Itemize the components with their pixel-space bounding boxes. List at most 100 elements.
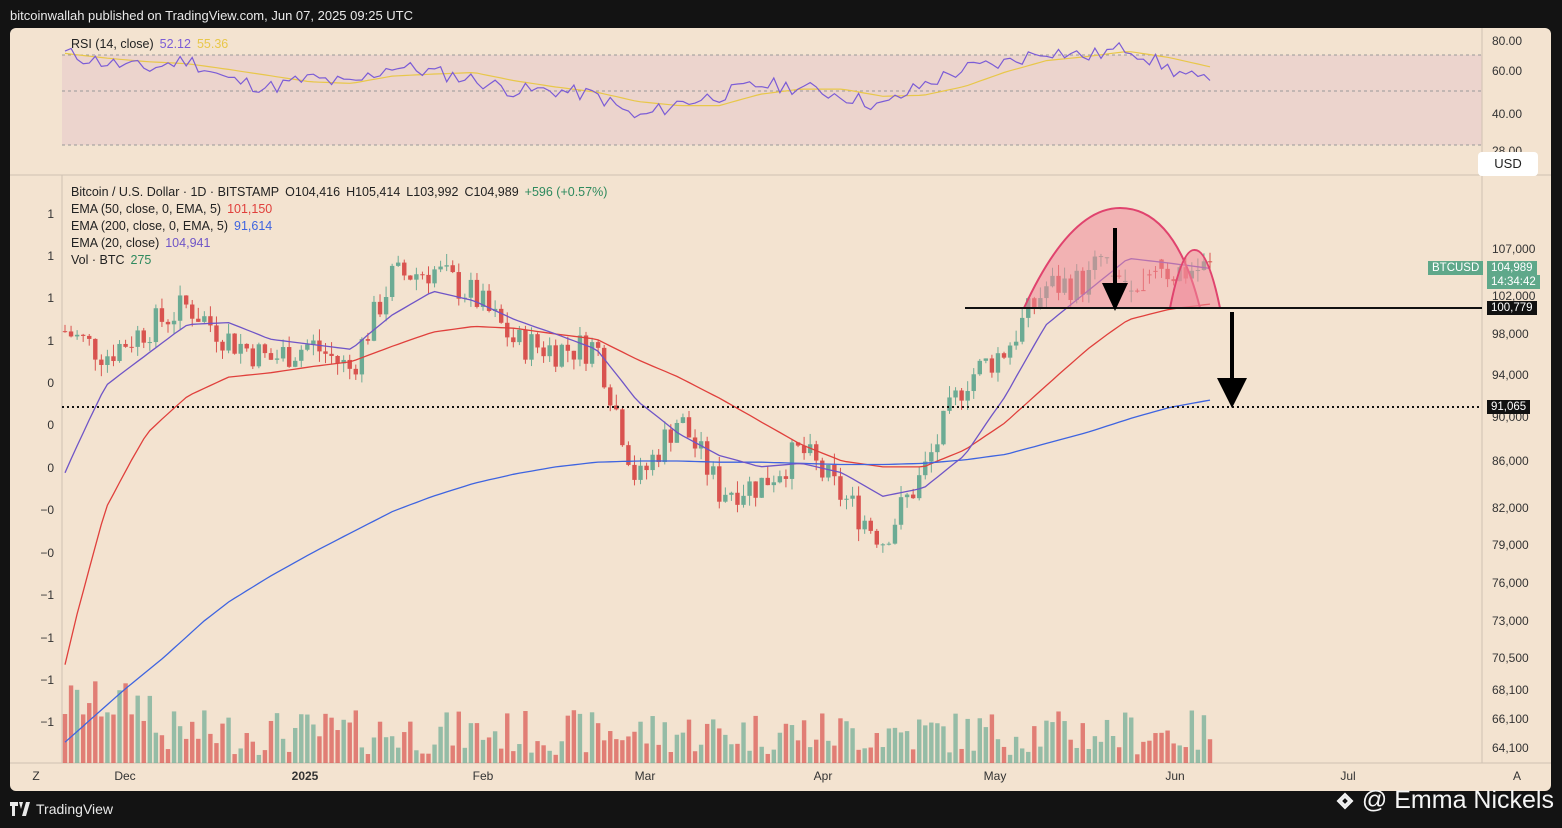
auto-scale-button[interactable]: A bbox=[1513, 769, 1521, 783]
candle-body bbox=[129, 346, 134, 348]
indicator-lines bbox=[64, 258, 1211, 743]
rsi-value: 52.12 bbox=[159, 37, 191, 51]
volume-bar bbox=[886, 728, 892, 763]
volume-bar bbox=[698, 744, 704, 763]
volume-bar bbox=[923, 725, 928, 763]
neckline-tag: 100,779 bbox=[1487, 301, 1537, 315]
volume-bar bbox=[244, 733, 249, 763]
vol-value: 275 bbox=[130, 253, 152, 267]
candle-body bbox=[759, 477, 764, 498]
candle-body bbox=[656, 454, 661, 463]
volume-bar bbox=[1147, 740, 1152, 763]
price-axis-label: 68,100 bbox=[1492, 683, 1529, 697]
ema20-value: 104,941 bbox=[165, 236, 211, 250]
volume-bar bbox=[1171, 743, 1176, 763]
legend-high: H105,414 bbox=[346, 185, 401, 199]
volume-bar bbox=[917, 719, 922, 763]
volume-bar bbox=[832, 745, 837, 763]
candle-body bbox=[190, 304, 195, 319]
legend-vol: Vol · BTC 275 bbox=[71, 252, 613, 269]
volume-bar bbox=[220, 723, 225, 763]
volume-bar bbox=[62, 714, 68, 763]
countdown-tag: 14:34:42 bbox=[1487, 275, 1540, 289]
volume-bar bbox=[608, 731, 613, 763]
candle-body bbox=[341, 359, 346, 364]
candle-body bbox=[426, 274, 431, 284]
volume-bar bbox=[1195, 749, 1201, 763]
volume-bar bbox=[214, 743, 219, 763]
candle-body bbox=[662, 429, 667, 463]
volume-bar bbox=[959, 748, 964, 763]
price-axis-label: 79,000 bbox=[1492, 538, 1529, 552]
ema200-label: EMA (200, close, 0, EMA, 5) bbox=[71, 219, 229, 233]
candle-body bbox=[396, 262, 401, 266]
volume-bar bbox=[480, 739, 486, 763]
candle-body bbox=[783, 476, 789, 479]
volume-bar bbox=[971, 750, 976, 763]
candle-body bbox=[117, 343, 122, 361]
rsi-ma-line bbox=[64, 51, 1211, 107]
volume-bar bbox=[196, 738, 201, 763]
volume-bar bbox=[68, 685, 74, 763]
volume-bar bbox=[559, 741, 564, 763]
volume-bar bbox=[1165, 730, 1170, 763]
rsi-lines bbox=[64, 41, 1211, 119]
volume-bar bbox=[183, 738, 189, 763]
candle-body bbox=[414, 274, 419, 280]
rsi-axis-label: 60.00 bbox=[1492, 64, 1522, 78]
volume-bar bbox=[359, 747, 365, 763]
candle-body bbox=[644, 465, 649, 471]
volume-bar bbox=[1153, 733, 1158, 763]
candle-body bbox=[226, 333, 231, 351]
volume-bar bbox=[426, 753, 431, 763]
volume-bar bbox=[795, 740, 801, 763]
volume-bar bbox=[262, 750, 268, 763]
credit-text: @ Emma Nickels bbox=[1361, 786, 1554, 814]
left-axis-label: 1 bbox=[47, 207, 54, 221]
volume-bar bbox=[868, 747, 873, 763]
time-axis-left-button[interactable]: Z bbox=[32, 769, 39, 783]
volume-bar bbox=[1026, 751, 1031, 763]
volume-bar bbox=[1013, 736, 1019, 763]
rsi-ma-value: 55.36 bbox=[196, 37, 229, 51]
volume-bar bbox=[577, 713, 583, 763]
candle-body bbox=[220, 341, 225, 351]
volume-bar bbox=[723, 734, 728, 763]
volume-bar bbox=[989, 714, 995, 763]
volume-bar bbox=[935, 723, 940, 763]
candle-body bbox=[553, 345, 558, 367]
candle-body bbox=[432, 269, 437, 284]
price-axis-label: 70,500 bbox=[1492, 651, 1529, 665]
volume-bar bbox=[1062, 721, 1067, 763]
candle-body bbox=[583, 335, 589, 364]
volume-bar bbox=[904, 731, 910, 763]
ema50-value: 101,150 bbox=[227, 202, 273, 216]
volume-bar bbox=[1189, 710, 1195, 763]
volume-bar bbox=[741, 722, 746, 763]
candle-body bbox=[971, 374, 976, 392]
volume-bar bbox=[838, 718, 843, 763]
volume-bar bbox=[329, 717, 334, 763]
chart-svg[interactable]: 80.0060.0040.0028.00107,000102,00098,000… bbox=[10, 28, 1551, 791]
candle-body bbox=[741, 495, 746, 505]
volume-bar bbox=[1183, 747, 1188, 763]
candle-body bbox=[511, 337, 516, 343]
legend-ohlc: Bitcoin / U.S. Dollar · 1D · BITSTAMP O10… bbox=[71, 184, 613, 201]
candle-body bbox=[80, 334, 86, 336]
currency-button[interactable]: USD bbox=[1478, 152, 1538, 176]
volume-bar bbox=[105, 712, 110, 763]
volume-bar bbox=[165, 749, 171, 763]
tradingview-brand[interactable]: TradingView bbox=[10, 801, 113, 817]
volume-bar bbox=[668, 751, 674, 763]
legend-low: L103,992 bbox=[406, 185, 459, 199]
volume-bar bbox=[250, 741, 256, 763]
candle-body bbox=[650, 454, 655, 471]
chart-area[interactable]: 80.00 60.00 40.00 28.00 107,000 102,000 98,000… bbox=[10, 28, 1551, 791]
volume-bar bbox=[293, 727, 298, 763]
price-axis-label: 86,000 bbox=[1492, 454, 1529, 468]
left-axis-label: −0 bbox=[40, 503, 54, 517]
volume-bar bbox=[474, 723, 480, 763]
legend-symbol: Bitcoin / U.S. Dollar · 1D · BITSTAMP bbox=[71, 185, 280, 199]
volume-bar bbox=[202, 710, 207, 763]
candle-body bbox=[904, 494, 910, 498]
